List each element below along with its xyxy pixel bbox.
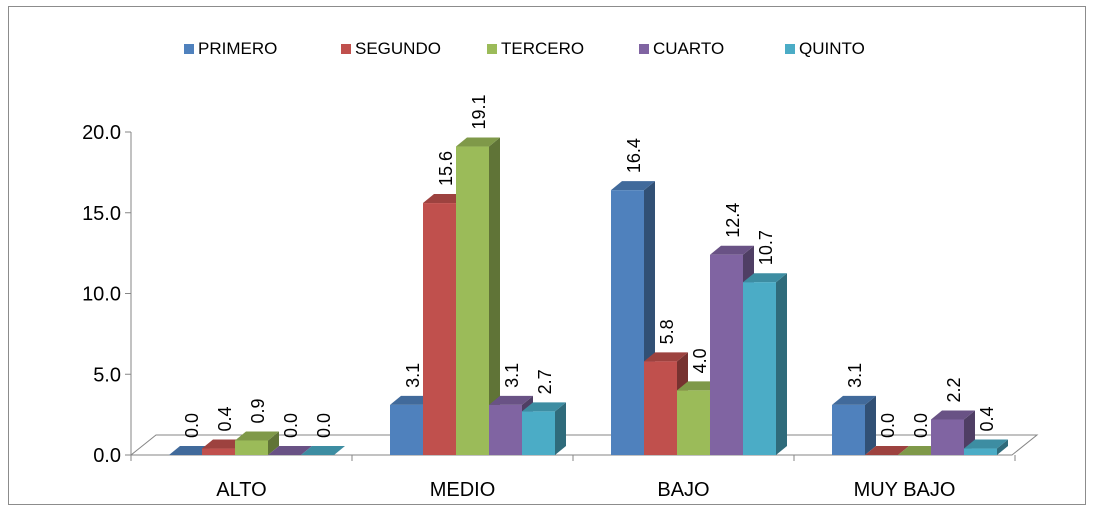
bar-front [390,404,423,455]
data-label: 0.0 [314,413,334,438]
legend-label: PRIMERO [198,39,277,58]
bar [964,439,1008,455]
legend: PRIMERO SEGUNDO TERCERO CUARTO QUINTO [184,39,865,58]
bar-top [611,181,655,191]
bar-top [301,446,345,455]
data-label: 0.0 [281,413,301,438]
legend-label: CUARTO [653,39,724,58]
y-tick-label: 15.0 [82,203,121,225]
bar-top [865,446,909,455]
bar [832,395,876,455]
bar [268,446,312,455]
bar [301,446,345,455]
bar-front [931,419,964,455]
bars [169,137,1008,455]
data-label: 0.0 [182,413,202,438]
bar-side [489,137,500,455]
data-label: 5.8 [657,319,677,344]
data-label: 12.4 [723,203,743,238]
data-label: 0.0 [911,413,931,438]
y-tick-label: 10.0 [82,284,121,306]
data-label: 15.6 [436,151,456,186]
bar-front [611,190,644,455]
bar-chart: PRIMERO SEGUNDO TERCERO CUARTO QUINTO 0.0 5.0… [82,39,1039,501]
bar-top [522,402,566,412]
legend-label: SEGUNDO [355,39,441,58]
bar-front [964,448,997,455]
y-tick-label: 0.0 [93,445,121,467]
bar-front [423,203,456,455]
bar-front [710,254,743,455]
data-label: 0.4 [977,407,997,432]
axes: 0.0 5.0 10.0 15.0 20.0 ALTO MEDIO BAJO MUY BAJO [82,122,1039,501]
legend-swatch [184,44,194,54]
bar-side [555,402,566,455]
data-label: 10.7 [756,230,776,265]
bar-top [964,439,1008,449]
x-tick-label: MUY BAJO [854,479,956,501]
data-label: 2.2 [944,377,964,402]
bar-front [677,390,710,455]
legend-swatch [341,44,351,54]
data-label: 0.0 [878,413,898,438]
legend-swatch [639,44,649,54]
bar [522,402,566,455]
bar-top [456,137,500,147]
bar [743,273,787,455]
bar-top [832,395,876,405]
bar-front [522,411,555,455]
data-label: 3.1 [845,363,865,388]
data-label: 19.1 [469,94,489,129]
bar-front [489,404,522,455]
bar [865,446,909,455]
bar-top [268,446,312,455]
bar-front [832,404,865,455]
data-label: 3.1 [502,363,522,388]
bar-top [710,245,754,255]
x-tick-label: MEDIO [430,479,496,501]
y-tick-label: 20.0 [82,122,121,144]
bar-top [644,352,688,362]
legend-swatch [785,44,795,54]
legend-label: TERCERO [501,39,584,58]
bar-front [202,448,235,455]
bar-front [644,361,677,455]
y-tick-label: 5.0 [93,364,121,386]
data-labels: 0.0 0.4 0.9 0.0 0.0 3.1 15.6 19.1 3.1 2.7 16.4 5.8 4… [182,94,997,438]
data-label: 2.7 [535,369,555,394]
x-tick-label: ALTO [216,479,266,501]
bar [931,410,975,455]
bar-front [235,440,268,455]
data-label: 4.0 [690,348,710,373]
chart-frame: PRIMERO SEGUNDO TERCERO CUARTO QUINTO 0.0 5.0… [8,6,1086,505]
data-label: 0.9 [248,398,268,423]
bar-top [931,410,975,420]
legend-swatch [487,44,497,54]
bar-side [997,439,1008,455]
bar-top [235,431,279,441]
bar-side [776,273,787,455]
bar-front [743,282,776,455]
x-tick-label: BAJO [657,479,709,501]
bar-side [865,395,876,455]
data-label: 16.4 [624,138,644,173]
bar-side [268,431,279,455]
data-label: 0.4 [215,407,235,432]
bar-top [743,273,787,283]
bar [456,137,500,455]
data-label: 3.1 [403,363,423,388]
legend-label: QUINTO [799,39,865,58]
bar [235,431,279,455]
bar-top [489,395,533,405]
bar-front [456,146,489,455]
